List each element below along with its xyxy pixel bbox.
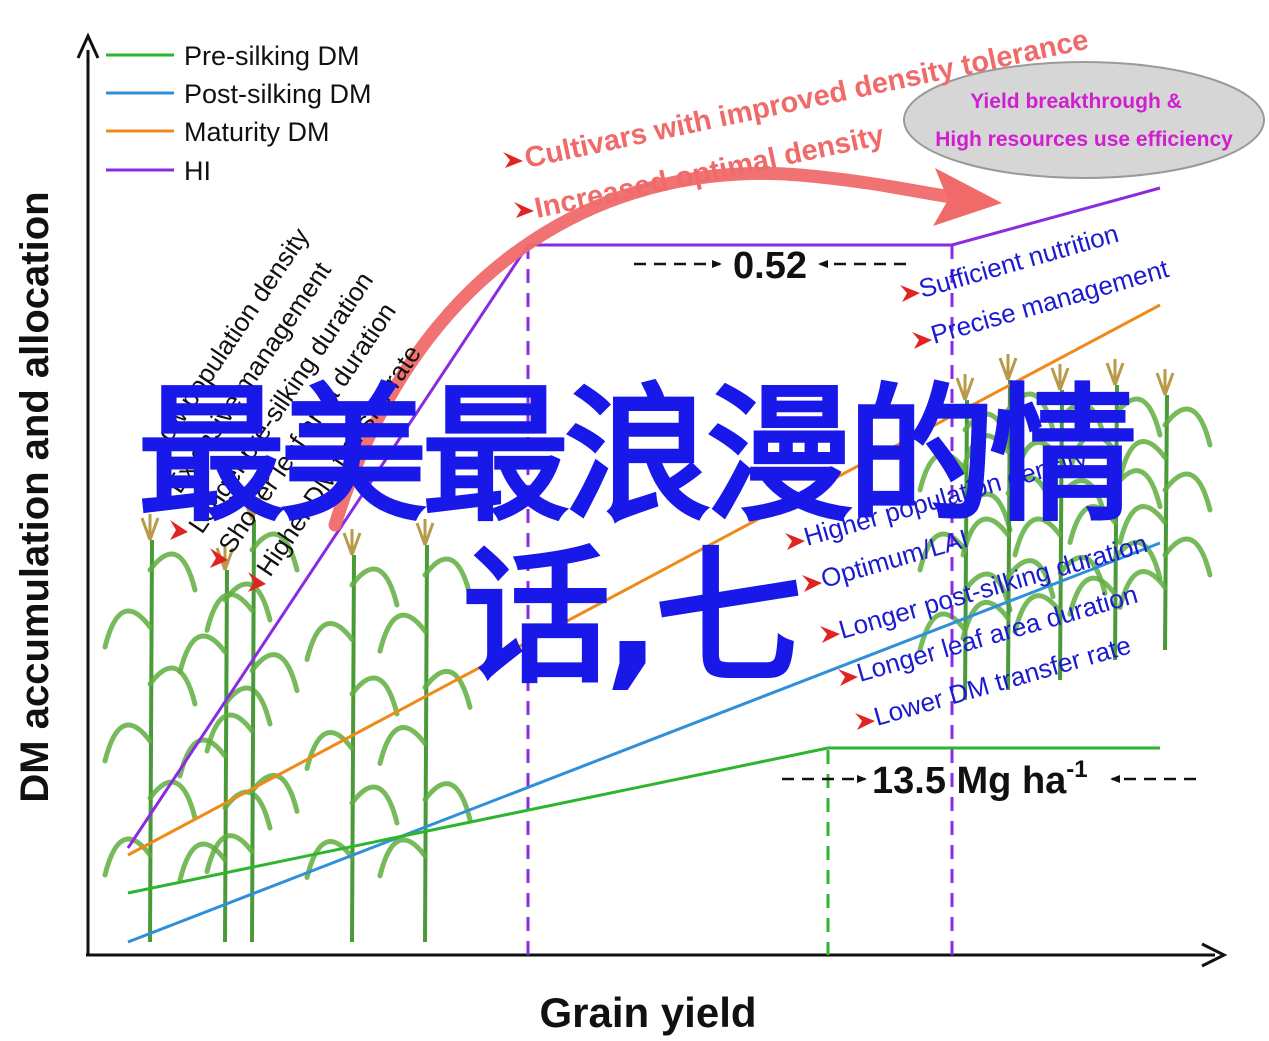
- corn-leaf: [917, 451, 968, 493]
- corn-leaf: [102, 722, 153, 764]
- corn-leaf: [422, 781, 473, 823]
- corn-leaf: [917, 531, 968, 573]
- legend-label-pre-silking: Pre-silking DM: [184, 41, 360, 71]
- corn-leaf: [1117, 439, 1168, 480]
- corn-leaf: [377, 612, 428, 654]
- corn-leaf: [349, 566, 400, 608]
- corn-leaf: [1057, 401, 1108, 443]
- corn-leaf: [249, 531, 300, 573]
- corn-leaf: [304, 839, 355, 880]
- corn-leaf: [1162, 471, 1213, 513]
- big-curved-arrow-head: [933, 168, 1002, 226]
- corn-leaf: [102, 608, 153, 650]
- corn-leaf: [1012, 593, 1063, 635]
- corn-tassel: [242, 494, 262, 521]
- corn-leaf: [349, 675, 400, 717]
- corn-leaf: [1067, 575, 1118, 617]
- corn-leaf: [1117, 569, 1168, 610]
- corn-leaf: [1057, 478, 1108, 520]
- arrow-text-bottom-marker: [514, 202, 534, 218]
- corn-leaf: [349, 784, 400, 826]
- corn-leaf: [1012, 439, 1063, 481]
- right-bottom-factors: Higher population density Optimum/LAI Lo…: [785, 442, 1151, 732]
- corn-leaf: [1112, 539, 1163, 581]
- legend: Pre-silking DM Post-silking DM Maturity …: [106, 41, 372, 186]
- corn-leaf: [147, 779, 198, 821]
- corn-leaf: [304, 621, 355, 662]
- corn-leaf: [960, 599, 1011, 641]
- y-axis-label: DM accumulation and allocation: [13, 191, 57, 802]
- corn-leaf: [147, 551, 198, 593]
- series-line-pre-silking: [127, 746, 1160, 895]
- corn-leaf: [147, 665, 198, 707]
- corn-leaf: [1117, 504, 1168, 545]
- corn-leaf: [960, 433, 1011, 475]
- corn-leaf: [1162, 536, 1213, 578]
- yield-breakthrough-ellipse: [903, 61, 1265, 179]
- legend-label-maturity: Maturity DM: [184, 117, 330, 147]
- series-line-hi: [126, 186, 1161, 849]
- corn-leaf: [1005, 474, 1056, 516]
- arrow-text-top-marker: [503, 152, 523, 168]
- corn-tassel: [1155, 369, 1175, 396]
- corn-leaf: [1012, 516, 1063, 558]
- x-axis-arrowhead: [1201, 942, 1228, 968]
- corn-leaf: [917, 611, 968, 653]
- hi-plateau-value: 0.52: [733, 245, 807, 287]
- series-line-maturity: [127, 303, 1161, 857]
- corn-leaf: [249, 652, 300, 694]
- corn-tassel: [955, 374, 975, 401]
- corn-leaf: [422, 556, 473, 598]
- corn-leaf: [377, 837, 428, 879]
- corn-leaf: [960, 516, 1011, 558]
- big-curved-arrow: [328, 166, 967, 532]
- corn-leaf: [204, 712, 255, 754]
- pre-silking-plateau-value: 13.5 Mg ha-1: [872, 756, 1088, 802]
- corn-leaf: [1067, 504, 1118, 545]
- corn-leaf: [249, 772, 300, 814]
- right-top-factors: Sufficient nutrition Precise management: [900, 218, 1173, 350]
- corn-leaf: [1005, 391, 1056, 433]
- corn-tassel: [415, 519, 435, 546]
- y-axis-arrowhead: [76, 32, 100, 59]
- legend-label-hi: HI: [184, 156, 211, 186]
- corn-leaf: [1112, 396, 1163, 438]
- corn-leaf: [177, 633, 228, 675]
- legend-label-post-silking: Post-silking DM: [184, 79, 372, 109]
- corn-leaf: [1162, 406, 1213, 448]
- corn-plants-illustration: [102, 354, 1213, 943]
- corn-tassel: [342, 529, 362, 556]
- corn-leaf: [177, 841, 228, 883]
- corn-leaf: [962, 491, 1013, 533]
- left-factors: Low population density Extensive managem…: [142, 222, 427, 592]
- corn-leaf: [962, 411, 1013, 453]
- axes: [76, 32, 1228, 968]
- corn-leaf: [204, 591, 255, 633]
- corn-tassel: [1050, 364, 1070, 391]
- x-axis-label: Grain yield: [539, 989, 756, 1036]
- corn-leaf: [377, 725, 428, 766]
- corn-leaf: [1067, 432, 1118, 474]
- pre-silking-plateau-annotation: 13.5 Mg ha-1: [782, 756, 1196, 802]
- corn-leaf: [422, 668, 473, 710]
- corn-tassel: [1105, 359, 1125, 386]
- hi-plateau-annotation: 0.52: [634, 245, 906, 287]
- corn-leaf: [222, 789, 273, 831]
- ellipse-text-line1: Yield breakthrough &: [970, 90, 1182, 113]
- corn-tassel: [998, 354, 1018, 381]
- series-line-post-silking: [127, 541, 1161, 944]
- corn-leaf: [102, 836, 153, 878]
- corn-tassel: [140, 514, 160, 541]
- corn-leaf: [204, 833, 255, 875]
- ellipse-text-line2: High resources use efficiency: [935, 128, 1233, 151]
